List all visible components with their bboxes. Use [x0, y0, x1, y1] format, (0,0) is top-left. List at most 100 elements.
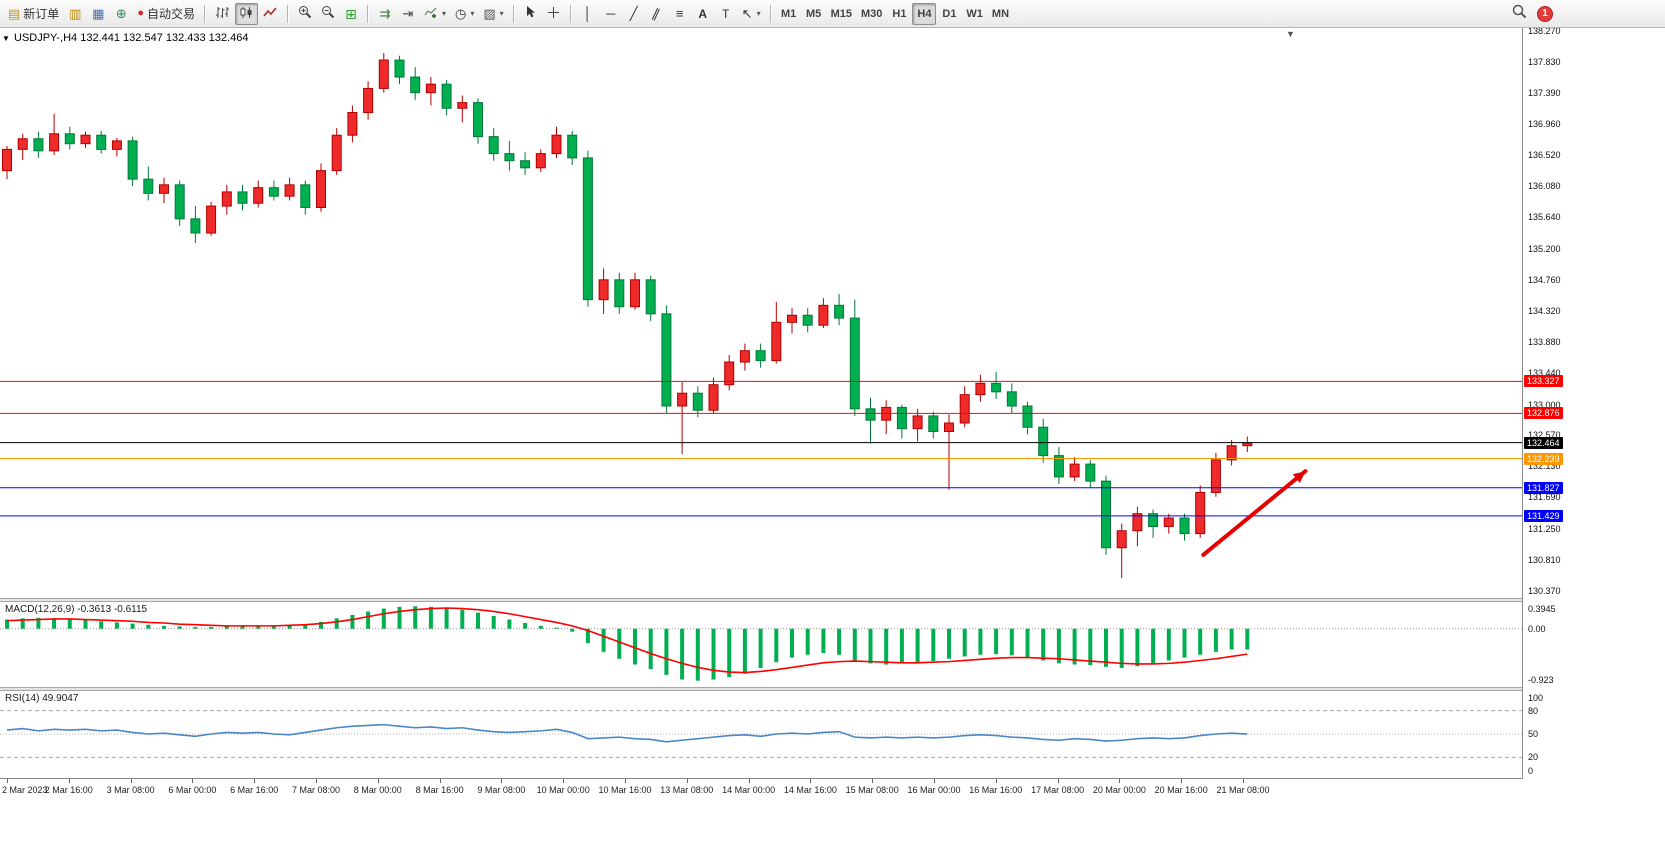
notification-badge[interactable]: 1	[1537, 5, 1553, 22]
time-axis-label: 6 Mar 00:00	[168, 785, 217, 795]
time-tick	[1243, 779, 1244, 783]
vertical-line-button[interactable]: │	[577, 3, 599, 25]
search-icon[interactable]	[1512, 4, 1527, 24]
candles-chart-button[interactable]	[234, 2, 258, 25]
time-axis-label: 2 Mar 2023	[2, 785, 48, 795]
macd-axis-label: 0.00	[1528, 623, 1546, 634]
trendline-button[interactable]: ╱	[623, 3, 645, 25]
time-axis-label: 15 Mar 08:00	[845, 785, 899, 795]
time-axis-label: 13 Mar 08:00	[660, 785, 714, 795]
time-tick	[68, 779, 70, 783]
panel-separator[interactable]	[0, 687, 1665, 691]
cursor-icon	[525, 5, 537, 22]
time-tick	[192, 779, 194, 783]
new-order-icon: ▤	[8, 6, 21, 21]
trend-arrow-annotation[interactable]	[1201, 469, 1308, 557]
time-axis[interactable]: 2 Mar 2023 2 Mar 16:00 3 Mar 08:00 6 Mar 00…	[0, 778, 1665, 802]
bars-chart-button[interactable]	[211, 3, 234, 25]
tile-windows-button[interactable]: ⊞	[340, 3, 362, 25]
chart-shift-button[interactable]: ⇥	[397, 3, 419, 25]
auto-trading-button[interactable]: ● 自动交易	[133, 3, 199, 25]
rsi-line	[6, 723, 1248, 743]
time-tick	[439, 779, 441, 783]
line-chart-button[interactable]	[259, 3, 282, 25]
chart-window: ▼ USDJPY-,H4 132.441 132.547 132.433 132…	[0, 26, 1665, 847]
time-tick	[995, 779, 997, 783]
arrow-tool-icon: ↖	[741, 6, 753, 21]
time-axis-label: 21 Mar 08:00	[1216, 785, 1270, 795]
zoom-in-button[interactable]	[294, 3, 316, 25]
timeframe-m1-button[interactable]: M1	[780, 7, 797, 20]
auto-trading-label: 自动交易	[146, 7, 195, 21]
main-toolbar: ▤ 新订单 ▥ ▦ ⊕ ● 自动交易 ⊞ ⇉ ⇥ ▾ ◷ ▾ ▨ ▾ │ ─ ╱ ∥…	[0, 0, 1665, 28]
time-axis-label: 16 Mar 00:00	[907, 785, 961, 795]
rsi-panel[interactable]: RSI(14) 49.9047	[0, 691, 1522, 778]
zoom-out-button[interactable]	[317, 3, 339, 25]
timeframe-d1-button[interactable]: D1	[942, 7, 957, 20]
auto-scroll-button[interactable]: ⇉	[374, 3, 396, 25]
price-axis-label: 136.520	[1528, 150, 1561, 161]
timeframe-m15-button[interactable]: M15	[830, 7, 852, 20]
price-axis-label: 137.390	[1528, 88, 1561, 99]
templates-button[interactable]: ▨ ▾	[479, 3, 507, 25]
timeframe-h1-button[interactable]: H1	[892, 7, 907, 20]
text-icon: A	[698, 6, 707, 21]
time-tick	[1181, 779, 1183, 783]
label-button[interactable]: T	[715, 3, 737, 25]
rsi-axis-label: 0	[1528, 766, 1534, 776]
macd-panel[interactable]: MACD(12,26,9) -0.3613 -0.6115	[0, 602, 1522, 687]
price-axis-label: 130.810	[1528, 554, 1561, 565]
navigator-button[interactable]: ⊕	[110, 3, 132, 25]
chart-shift-marker[interactable]: ▼	[1286, 29, 1295, 39]
fibonacci-icon: ≡	[675, 6, 684, 21]
timeframe-m5-button[interactable]: M5	[805, 7, 822, 20]
new-order-button[interactable]: ▤ 新订单	[4, 3, 63, 25]
time-tick	[625, 779, 626, 783]
rsi-chart[interactable]	[0, 691, 1522, 778]
price-axis-label: 132.570	[1528, 430, 1561, 441]
price-axis-label: 131.690	[1528, 492, 1561, 503]
timeframe-h4-button[interactable]: H4	[912, 2, 937, 25]
timeframe-w1-button[interactable]: W1	[966, 7, 983, 20]
price-axis-label: 132.130	[1528, 461, 1561, 472]
price-axis-label: 134.320	[1528, 306, 1561, 316]
time-axis-label: 8 Mar 16:00	[415, 785, 464, 795]
chevron-down-icon: ▾	[756, 9, 761, 18]
text-button[interactable]: A	[692, 3, 714, 25]
channel-button[interactable]: ∥	[646, 3, 668, 25]
toolbar-separator	[569, 4, 572, 23]
charts-button[interactable]: ▥	[64, 3, 86, 25]
zoom-in-icon	[298, 5, 312, 22]
panel-separator[interactable]	[0, 598, 1665, 602]
main-chart-panel[interactable]: ▼ USDJPY-,H4 132.441 132.547 132.433 132…	[0, 28, 1522, 598]
time-tick	[563, 779, 565, 783]
price-axis-label: 134.760	[1528, 274, 1561, 285]
vertical-line-icon: │	[583, 6, 592, 21]
indicators-button[interactable]: ▾	[420, 3, 450, 25]
time-axis-label: 14 Mar 16:00	[783, 785, 837, 795]
periods-button[interactable]: ◷ ▾	[451, 3, 478, 25]
auto-scroll-icon: ⇉	[379, 6, 391, 21]
macd-chart[interactable]	[0, 602, 1522, 687]
crosshair-button[interactable]	[543, 3, 565, 25]
cursor-button[interactable]	[520, 3, 542, 25]
charts-icon: ▥	[69, 6, 82, 21]
macd-axis-label: 0.3945	[1528, 604, 1556, 614]
candles-group	[2, 52, 1253, 579]
time-tick	[377, 779, 379, 783]
timeframe-m30-button[interactable]: M30	[861, 7, 883, 20]
timeframe-mn-button[interactable]: MN	[991, 7, 1010, 20]
time-tick	[130, 779, 132, 783]
market-watch-button[interactable]: ▦	[87, 3, 109, 25]
macd-signal-line	[6, 607, 1248, 674]
arrows-button[interactable]: ↖ ▾	[738, 3, 765, 25]
time-tick	[316, 779, 317, 783]
fibonacci-button[interactable]: ≡	[669, 3, 691, 25]
time-tick	[254, 779, 256, 783]
price-axis[interactable]: 138.270 137.830 137.390 136.960 136.520 136.0…	[1522, 26, 1665, 779]
candlestick-chart[interactable]	[0, 28, 1522, 598]
toolbar-separator	[366, 4, 369, 23]
horizontal-line-button[interactable]: ─	[600, 3, 622, 25]
price-axis-label: 133.880	[1528, 337, 1561, 348]
time-tick	[748, 779, 750, 783]
